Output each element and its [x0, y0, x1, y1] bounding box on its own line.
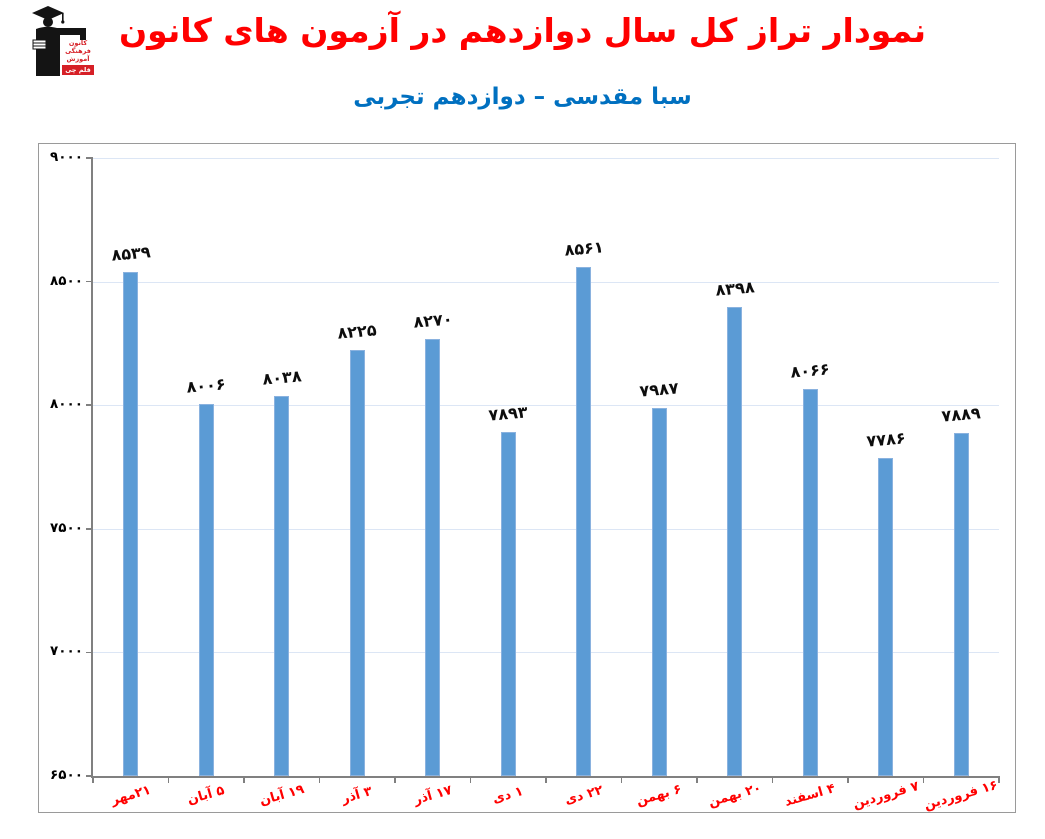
y-axis-tick	[86, 157, 93, 159]
bar	[651, 408, 667, 776]
chart-area: ۸۵۳۹ ۲۱مهر ۸۰۰۶ ۵ آبان ۸۰۳۸ ۱۹ آبان ۸۲۲۵ ۳ آذر ۸…	[38, 143, 1016, 813]
x-axis-tick	[847, 776, 849, 783]
x-axis-tick	[394, 776, 396, 783]
bar-value-label: ۷۷۸۶	[865, 428, 907, 451]
logo-text-line: کانون	[68, 39, 88, 47]
x-axis-tick	[696, 776, 698, 783]
y-axis-tick-label: ۹۰۰۰	[50, 149, 83, 165]
x-axis-tick-label: ۱ دی	[491, 784, 526, 807]
x-axis-tick	[167, 776, 170, 783]
logo-text-line: فرهنگی	[65, 47, 91, 55]
graduate-icon	[32, 6, 86, 76]
bar	[576, 266, 592, 776]
x-axis-tick	[318, 776, 321, 783]
x-axis-tick-label: ۴ اسفند	[783, 781, 838, 810]
y-axis-line	[91, 158, 93, 776]
logo-badge: قلم چی	[62, 65, 94, 75]
gridline	[93, 281, 999, 283]
bar	[349, 349, 365, 776]
y-axis-tick	[86, 280, 93, 283]
kanoon-logo: کانون فرهنگی آموزش قلم چی	[24, 2, 94, 80]
chart-subtitle: سبا مقدسی – دوازدهم تجربی	[353, 84, 692, 110]
y-axis-tick-label: ۷۵۰۰	[50, 519, 83, 536]
bar-value-label: ۸۰۶۶	[790, 359, 831, 382]
y-axis-tick	[86, 775, 93, 777]
chart-title: نمودار تراز کل سال دوازدهم در آزمون های …	[118, 11, 927, 50]
gridline	[93, 528, 999, 530]
x-axis-tick-label: ۳ آذر	[340, 784, 375, 807]
x-axis-line	[91, 776, 999, 778]
logo-text-line: آموزش	[66, 55, 90, 63]
plot-area: ۸۵۳۹ ۲۱مهر ۸۰۰۶ ۵ آبان ۸۰۳۸ ۱۹ آبان ۸۲۲۵ ۳ آذر ۸…	[86, 157, 1000, 813]
gridline	[93, 158, 999, 159]
bar-value-label: ۸۵۳۹	[110, 242, 151, 265]
bar-value-label: ۷۹۸۷	[639, 378, 680, 402]
bar	[878, 458, 894, 776]
y-axis-tick-label: ۷۰۰۰	[50, 643, 83, 660]
y-axis-tick	[86, 528, 93, 530]
bar-value-label: ۸۳۹۸	[714, 277, 756, 300]
bar-value-label: ۸۵۶۱	[563, 236, 605, 260]
x-axis-tick	[922, 776, 925, 783]
bar	[198, 403, 214, 776]
x-axis-tick-label: ۶ بهمن	[634, 781, 684, 810]
x-axis-tick	[998, 776, 1000, 783]
x-axis-tick	[92, 776, 94, 783]
y-axis-tick	[86, 404, 93, 406]
bar	[500, 431, 516, 776]
y-axis-tick	[86, 651, 93, 654]
bar	[425, 338, 441, 776]
x-axis-tick-label: ۵ آبان	[186, 783, 227, 808]
x-axis-tick	[545, 776, 547, 783]
gridline	[93, 652, 999, 654]
y-axis-tick-label: ۸۰۰۰	[50, 396, 83, 413]
bar-value-label: ۸۰۳۸	[261, 366, 303, 389]
bar-value-label: ۸۲۷۰	[412, 308, 454, 332]
bar	[953, 432, 969, 776]
gridline	[93, 405, 999, 407]
bar	[274, 395, 290, 776]
bar	[802, 388, 818, 776]
x-axis-tick	[469, 776, 472, 783]
x-axis-tick	[771, 776, 774, 783]
bar	[727, 306, 743, 776]
x-axis-tick	[620, 776, 623, 783]
y-axis-tick-label: ۸۵۰۰	[50, 272, 83, 289]
y-axis-tick-label: ۶۵۰۰	[50, 767, 83, 783]
bar	[123, 272, 139, 776]
bar-value-label: ۸۲۲۵	[337, 319, 378, 343]
x-axis-tick	[243, 776, 245, 783]
logo-text: کانون فرهنگی آموزش قلم چی	[62, 39, 94, 75]
x-axis-tick-label: ۱۶ فروردین	[922, 777, 1000, 814]
bar-value-label: ۸۰۰۶	[186, 374, 227, 397]
